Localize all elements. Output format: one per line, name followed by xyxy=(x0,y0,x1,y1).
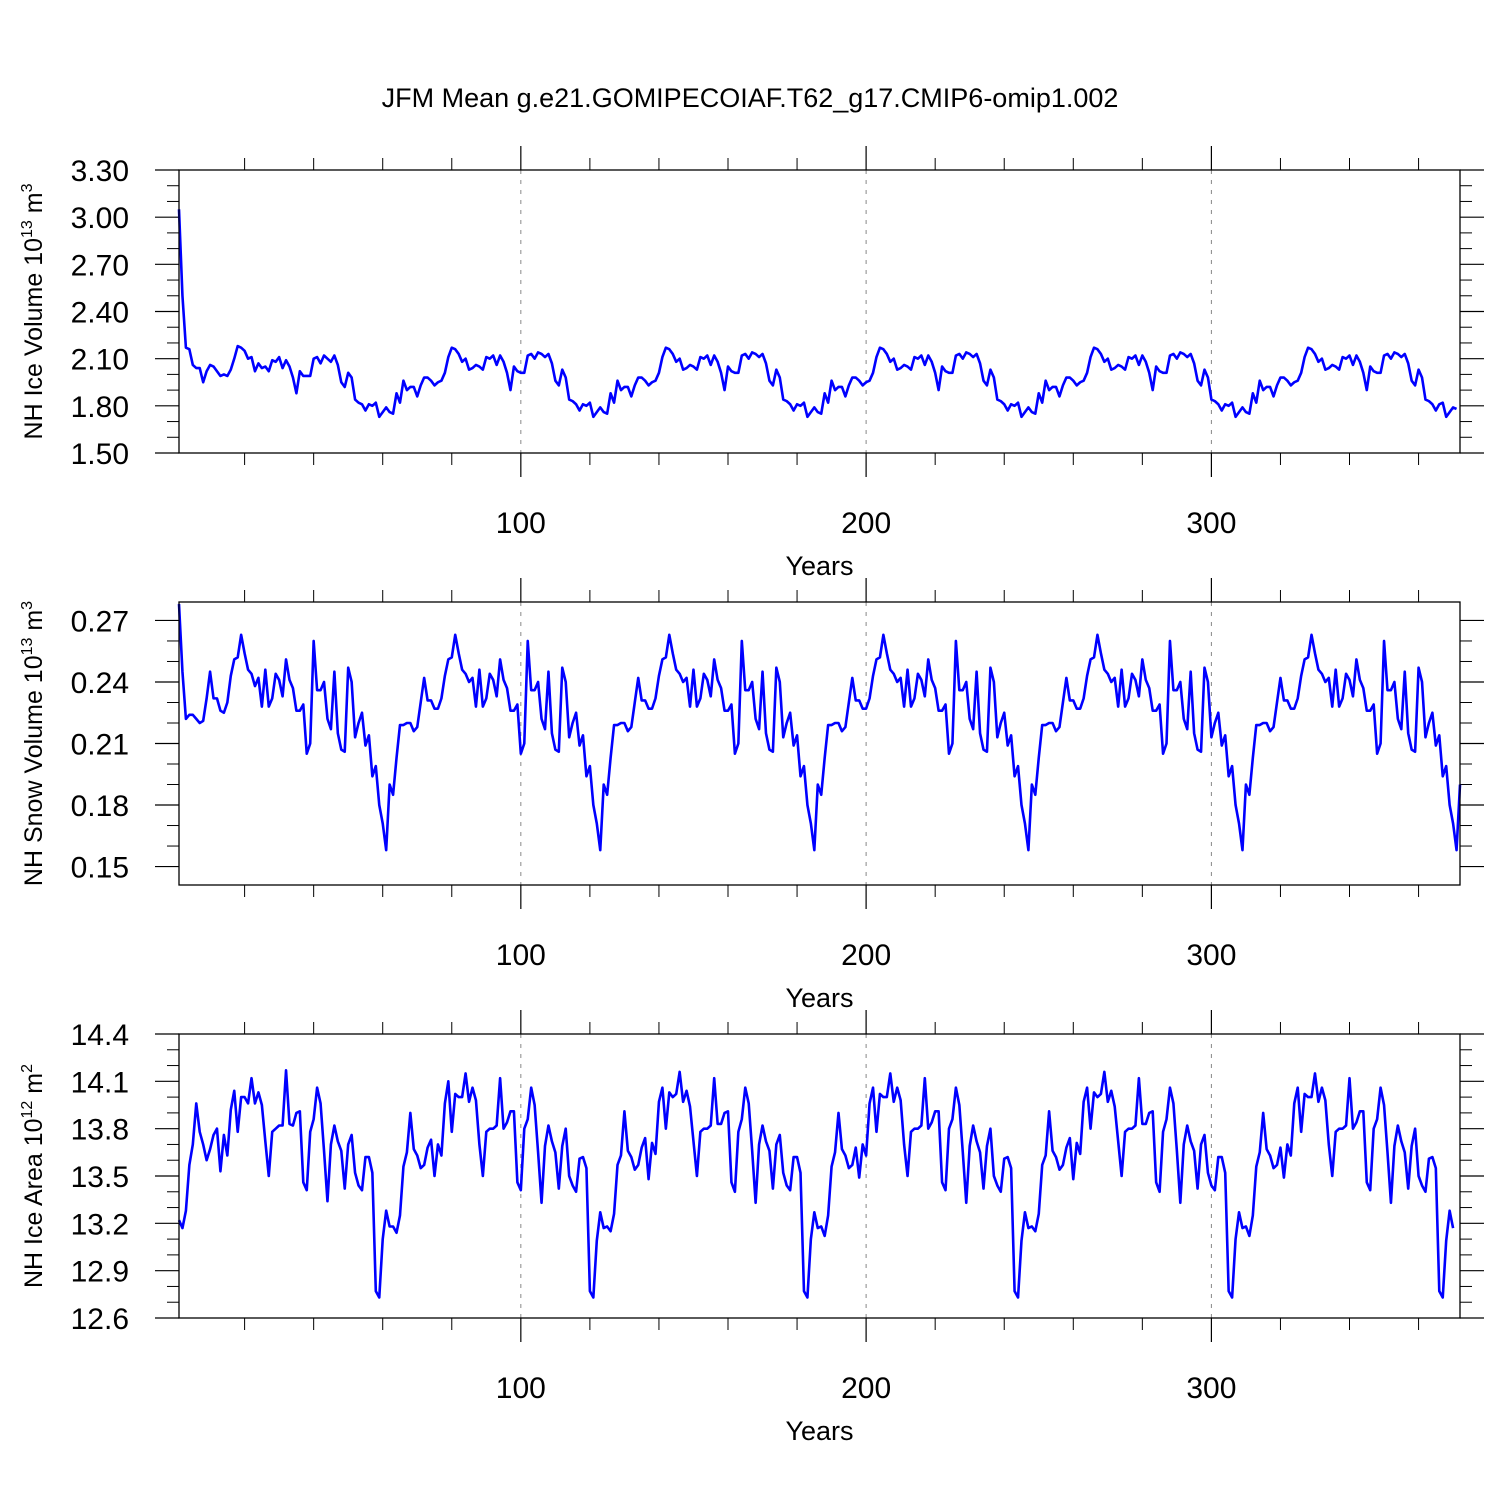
y-tick-label-0.24: 0.24 xyxy=(71,667,129,700)
x-tick-label-300: 300 xyxy=(1186,939,1236,972)
y-axis-label-text: NH Ice Volume 10 xyxy=(20,238,48,440)
y-tick-label-14.4: 14.4 xyxy=(71,1019,129,1052)
x-tick-label-200: 200 xyxy=(841,939,891,972)
y-axis-label-text: NH Ice Area 10 xyxy=(20,1118,48,1288)
y-tick-label-13.5: 13.5 xyxy=(71,1161,129,1194)
y-axis-label-exponent: 13 xyxy=(19,638,36,656)
y-tick-label-3.00: 3.00 xyxy=(71,202,129,235)
y-tick-label-12.6: 12.6 xyxy=(71,1303,129,1336)
x-axis-label: Years xyxy=(785,983,853,1013)
y-tick-label-0.27: 0.27 xyxy=(71,605,129,638)
y-tick-label-14.1: 14.1 xyxy=(71,1066,129,1099)
y-axis-label-unit-exponent: 3 xyxy=(19,601,36,610)
y-axis-label-unit: m xyxy=(20,1073,48,1101)
y-tick-label-12.9: 12.9 xyxy=(71,1256,129,1289)
plot-frame-nh-ice-area xyxy=(178,1033,1461,1319)
y-tick-label-0.15: 0.15 xyxy=(71,852,129,885)
y-axis-label-exponent: 12 xyxy=(19,1101,36,1119)
panel-nh-snow-volume: 100 200 300 0.15 0.18 0.21 0.24 0.27 Years NH Sno… xyxy=(19,578,1484,1013)
x-axis-label: Years xyxy=(785,1416,853,1446)
panel-nh-ice-area: 100 200 300 12.6 12.9 13.2 13.5 13.8 14.1 14.4 Yea… xyxy=(19,1010,1484,1446)
series-line-nh-ice-area xyxy=(177,1068,1455,1299)
x-axis-label: Years xyxy=(785,551,853,581)
y-tick-label-1.80: 1.80 xyxy=(71,391,129,424)
y-axis-label-exponent: 13 xyxy=(19,220,36,238)
y-tick-label-1.50: 1.50 xyxy=(71,438,129,471)
panel-nh-ice-volume: 100 200 300 1.50 1.80 2.10 2.40 2.70 3.00 3.30 Yea… xyxy=(19,146,1484,581)
y-axis-label-unit-exponent: 2 xyxy=(19,1064,36,1073)
y-axis-label-unit: m xyxy=(20,610,48,638)
panels: 100 200 300 1.50 1.80 2.10 2.40 2.70 3.00 3.30 Yea… xyxy=(19,146,1484,1446)
y-axis-label-unit-exponent: 3 xyxy=(19,183,36,192)
y-axis-label: NH Snow Volume 1013 m3 xyxy=(19,601,48,886)
y-axis-label: NH Ice Area 1012 m2 xyxy=(19,1064,48,1288)
plot-frame-nh-snow-volume xyxy=(178,601,1461,886)
y-tick-label-3.30: 3.30 xyxy=(71,155,129,188)
x-tick-label-200: 200 xyxy=(841,507,891,540)
y-axis-label-unit: m xyxy=(20,192,48,220)
y-tick-label-0.21: 0.21 xyxy=(71,729,129,762)
plot-frame-nh-ice-volume xyxy=(178,169,1461,454)
x-tick-label-300: 300 xyxy=(1186,1372,1236,1405)
series-line-nh-ice-volume xyxy=(177,209,1458,419)
y-axis-label-text: NH Snow Volume 10 xyxy=(20,655,48,886)
x-tick-label-100: 100 xyxy=(496,1372,546,1405)
y-tick-label-2.70: 2.70 xyxy=(71,249,129,282)
y-axis-label: NH Ice Volume 1013 m3 xyxy=(19,183,48,439)
y-tick-label-13.8: 13.8 xyxy=(71,1114,129,1147)
x-tick-label-100: 100 xyxy=(496,939,546,972)
x-tick-label-200: 200 xyxy=(841,1372,891,1405)
series-line-nh-snow-volume xyxy=(177,603,1462,852)
figure-title: JFM Mean g.e21.GOMIPECOIAF.T62_g17.CMIP6… xyxy=(382,83,1119,113)
y-tick-label-0.18: 0.18 xyxy=(71,790,129,823)
y-tick-label-2.40: 2.40 xyxy=(71,297,129,330)
y-tick-label-13.2: 13.2 xyxy=(71,1208,129,1241)
y-tick-label-2.10: 2.10 xyxy=(71,344,129,377)
x-tick-label-100: 100 xyxy=(496,507,546,540)
x-tick-label-300: 300 xyxy=(1186,507,1236,540)
